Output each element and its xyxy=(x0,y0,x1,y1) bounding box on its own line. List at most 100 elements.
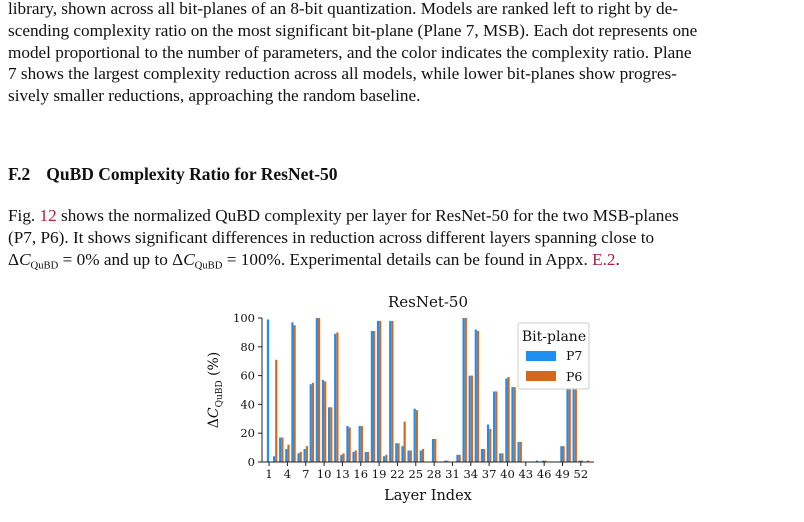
bar-p6 xyxy=(366,451,370,462)
bar-p7 xyxy=(444,460,447,462)
paragraph-line: ΔCQuBD = 0% and up to ΔCQuBD = 100%. Exp… xyxy=(8,249,798,272)
bar-p6 xyxy=(324,381,327,462)
bar-p7 xyxy=(401,446,404,462)
bar-p7 xyxy=(395,443,398,462)
complexity-symbol: C xyxy=(19,249,31,269)
appendix-link[interactable]: E.2 xyxy=(592,249,616,269)
x-tick-label: 25 xyxy=(408,467,423,481)
bar-p6 xyxy=(354,450,357,462)
bar-p7 xyxy=(419,450,422,462)
y-tick-label: 60 xyxy=(240,369,255,383)
legend-label-p7: P7 xyxy=(566,348,582,363)
bar-p6 xyxy=(385,454,388,462)
bar-p6 xyxy=(311,382,315,462)
paragraph-line: Fig. 12 shows the normalized QuBD comple… xyxy=(8,205,798,227)
bar-p6 xyxy=(446,460,449,462)
y-tick-label: 80 xyxy=(240,340,255,354)
bar-p7 xyxy=(352,451,355,462)
bar-p7 xyxy=(517,441,520,462)
legend-swatch-p6 xyxy=(526,371,556,381)
y-axis-label: ΔCQuBD (%) xyxy=(206,352,225,429)
bar-p7 xyxy=(358,426,361,462)
legend-swatch-p7 xyxy=(526,351,556,361)
x-tick-label: 10 xyxy=(317,467,332,481)
bar-p6 xyxy=(495,391,498,462)
bar-p7 xyxy=(407,450,410,462)
section-number: F.2 xyxy=(8,164,31,184)
bar-p6 xyxy=(458,454,461,462)
bar-p6 xyxy=(574,323,577,462)
bar-p6 xyxy=(489,428,492,462)
bar-p7 xyxy=(291,322,294,462)
bar-p7 xyxy=(327,407,331,462)
bar-p7 xyxy=(474,329,477,462)
x-tick-label: 49 xyxy=(555,467,570,481)
bar-p7 xyxy=(340,454,343,462)
paragraph-line: model proportional to the number of para… xyxy=(8,42,692,62)
bar-p7 xyxy=(266,319,270,462)
figure-link[interactable]: 12 xyxy=(39,206,57,225)
section-heading: F.2 QuBD Complexity Ratio for ResNet-50 xyxy=(8,164,338,185)
x-tick-label: 1 xyxy=(265,467,272,481)
bar-p6 xyxy=(470,375,473,462)
bar-p6 xyxy=(562,446,565,462)
bar-p6 xyxy=(568,328,571,462)
bar-p7 xyxy=(431,438,435,462)
text-run: = 0% and up to xyxy=(58,249,173,269)
bar-p6 xyxy=(379,320,382,462)
bar-p7 xyxy=(279,437,282,462)
x-tick-label: 4 xyxy=(284,467,291,481)
bar-p6 xyxy=(317,318,321,462)
bar-p6 xyxy=(501,453,504,462)
paragraph-line: scending complexity ratio on the most si… xyxy=(8,20,698,40)
x-tick-label: 19 xyxy=(372,467,387,481)
bar-p7 xyxy=(511,387,514,462)
section-title: QuBD Complexity Ratio for ResNet-50 xyxy=(46,164,338,184)
bar-p7 xyxy=(303,449,306,462)
bar-p6 xyxy=(586,460,590,462)
bar-p7 xyxy=(541,460,545,462)
bar-p7 xyxy=(297,453,300,462)
bar-p7 xyxy=(315,318,318,462)
delta-symbol: Δ xyxy=(8,249,20,269)
x-tick-label: 28 xyxy=(427,467,442,481)
bar-p7 xyxy=(493,391,496,462)
paragraph-line: sively smaller reductions, approaching t… xyxy=(8,86,421,106)
bar-p7 xyxy=(505,378,508,462)
x-tick-label: 37 xyxy=(482,467,497,481)
bar-p7 xyxy=(499,453,502,462)
bar-p7 xyxy=(468,375,471,462)
bar-p7 xyxy=(346,426,349,462)
bar-p6 xyxy=(415,410,418,462)
bar-p6 xyxy=(513,387,516,462)
x-tick-label: 46 xyxy=(537,467,552,481)
bar-p7 xyxy=(462,318,465,462)
bar-p7 xyxy=(560,446,563,462)
bar-p6 xyxy=(580,460,584,462)
bar-p7 xyxy=(566,328,569,462)
y-tick-label: 20 xyxy=(240,426,255,440)
bar-p7 xyxy=(309,384,312,462)
bar-p6 xyxy=(476,330,480,462)
bars-group xyxy=(266,318,590,462)
bar-p7 xyxy=(572,325,575,462)
body-paragraph: Fig. 12 shows the normalized QuBD comple… xyxy=(8,205,798,272)
x-axis-label: Layer Index xyxy=(384,488,472,504)
x-tick-label: 34 xyxy=(463,467,478,481)
bar-p7 xyxy=(321,379,325,462)
paragraph-line: library, shown across all bit-planes of … xyxy=(8,0,678,18)
complexity-symbol: C xyxy=(183,249,195,269)
bar-p6 xyxy=(544,460,547,462)
legend: Bit-plane P7 P6 xyxy=(517,322,590,390)
bar-p7 xyxy=(413,408,416,462)
x-tick-label: 31 xyxy=(445,467,460,481)
y-tick-label: 100 xyxy=(233,311,255,325)
bar-p6 xyxy=(403,421,406,462)
bar-p7 xyxy=(334,333,337,462)
bar-p6 xyxy=(299,451,302,462)
intro-paragraph: library, shown across all bit-planes of … xyxy=(8,0,798,107)
bar-p6 xyxy=(483,449,486,462)
bar-p6 xyxy=(464,318,467,462)
bar-p7 xyxy=(389,320,392,462)
